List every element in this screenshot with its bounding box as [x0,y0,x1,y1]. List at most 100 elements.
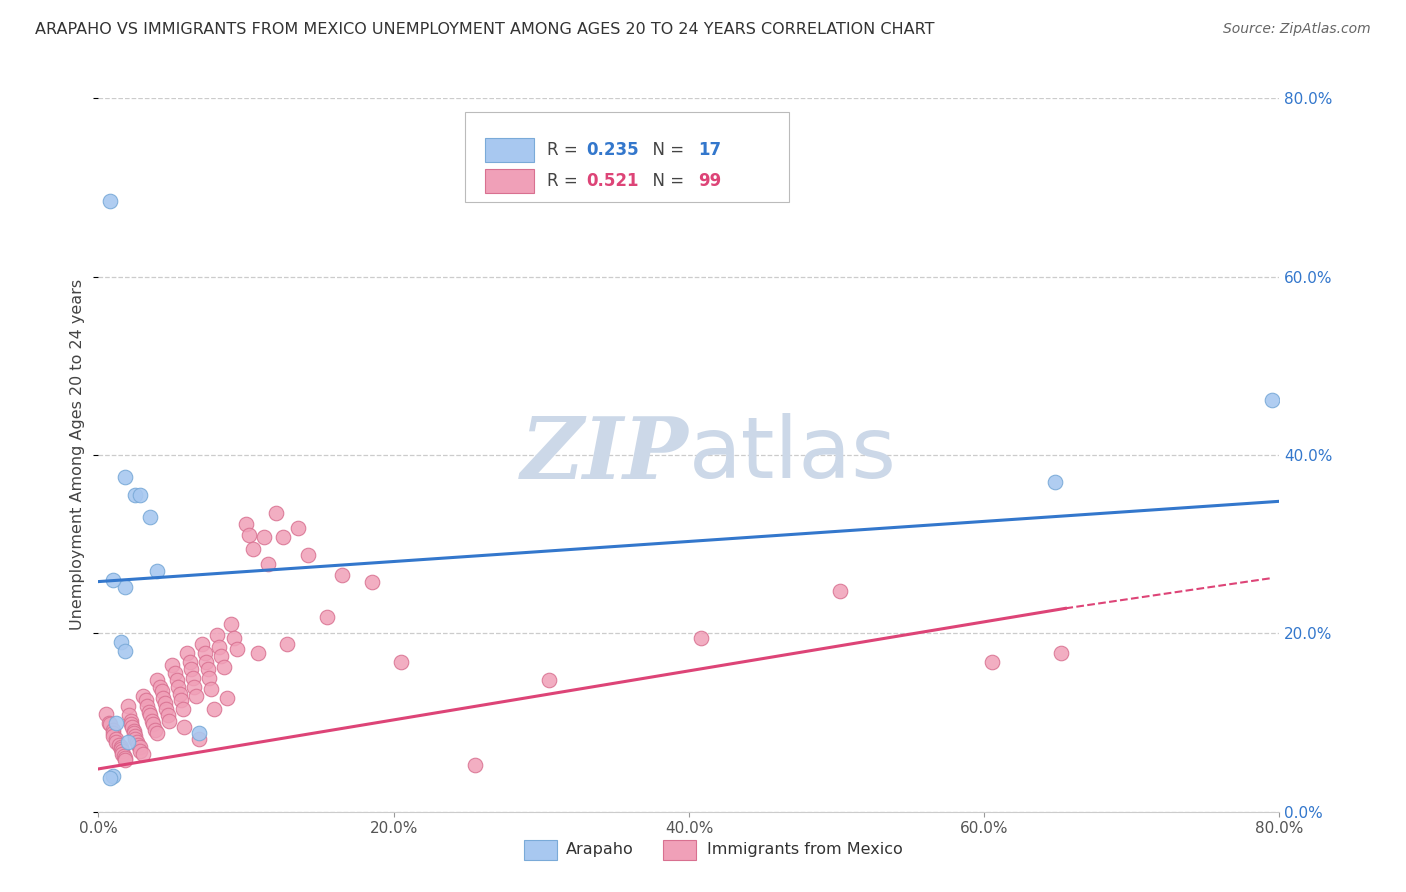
Point [1261,392,1284,407]
FancyBboxPatch shape [464,112,789,202]
Point [271,530,294,544]
Point [235,517,257,532]
Point [209,648,232,663]
Point [257,557,280,571]
Point [191,637,214,651]
Point [94,706,117,721]
Point [205,628,228,642]
FancyBboxPatch shape [664,839,696,860]
Point [167,680,190,694]
Point [139,708,162,723]
Point [128,488,150,502]
Point [464,758,486,772]
Point [105,731,128,746]
Point [179,655,201,669]
Point [146,726,169,740]
Point [108,738,131,752]
Point [114,644,136,658]
FancyBboxPatch shape [523,839,557,860]
Point [125,735,148,749]
Point [246,646,269,660]
Point [156,708,179,723]
Point [330,568,353,582]
Point [103,769,125,783]
Point [128,744,150,758]
Point [110,740,132,755]
Point [198,671,221,685]
Text: 99: 99 [699,172,721,190]
Point [136,699,159,714]
Point [316,610,339,624]
Point [120,717,142,731]
Point [105,715,128,730]
Point [264,506,287,520]
Point [132,689,155,703]
Text: N =: N = [641,141,689,159]
Text: 0.521: 0.521 [586,172,638,190]
Point [1050,646,1073,660]
Point [114,470,136,484]
Point [110,635,132,649]
Point [172,702,194,716]
Text: ZIP: ZIP [522,413,689,497]
Point [124,488,146,502]
Point [183,680,205,694]
Point [103,723,125,737]
Point [118,708,141,723]
Point [112,749,135,764]
Point [105,735,128,749]
Point [980,655,1002,669]
Text: atlas: atlas [689,413,897,497]
Point [215,690,238,705]
Point [127,738,149,752]
Point [200,681,222,696]
Point [219,617,242,632]
Point [135,693,157,707]
Point [111,744,134,758]
Point [169,687,191,701]
Text: R =: R = [547,172,583,190]
Point [181,671,204,685]
FancyBboxPatch shape [485,169,534,193]
Point [276,637,298,651]
Text: Arapaho: Arapaho [567,842,634,857]
Point [187,726,209,740]
Point [828,583,851,598]
Point [98,194,121,208]
Point [138,705,160,719]
Point [122,726,145,740]
Point [166,673,188,687]
FancyBboxPatch shape [485,138,534,162]
Point [152,690,174,705]
Point [117,699,139,714]
Point [157,714,180,728]
Point [143,723,166,737]
Point [114,753,136,767]
Point [128,740,150,755]
Point [117,735,139,749]
Point [149,680,172,694]
Point [153,696,176,710]
Point [202,702,225,716]
Point [146,673,169,687]
Text: 0.235: 0.235 [586,141,638,159]
Point [170,693,193,707]
Point [139,510,162,524]
Point [142,717,165,731]
Point [187,731,209,746]
Point [689,631,711,645]
Point [114,751,136,765]
Point [226,642,249,657]
Point [389,655,412,669]
Point [224,631,246,645]
Point [194,646,217,660]
Point [287,521,309,535]
Point [103,726,125,740]
Point [162,657,183,672]
Point [212,660,235,674]
Point [122,724,145,739]
Point [155,702,177,716]
Point [150,684,173,698]
Point [1043,475,1066,489]
Point [146,564,169,578]
